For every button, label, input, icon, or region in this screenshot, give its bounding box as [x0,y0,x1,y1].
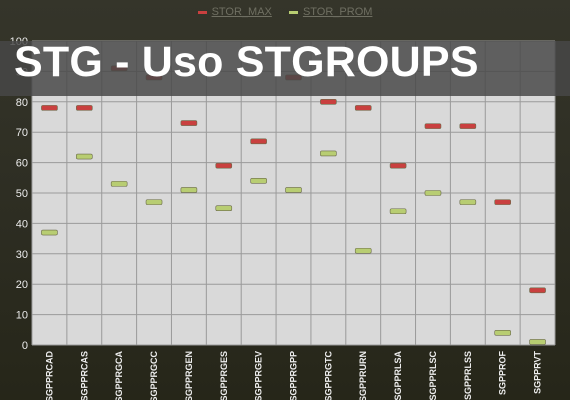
x-tick-label: SGPPRGCA [114,351,124,400]
stor-max-marker [529,287,546,294]
y-tick-label: 20 [16,279,28,291]
stor-prom-marker [494,330,512,336]
y-tick-label: 0 [22,340,28,352]
stor-prom-marker [110,181,128,187]
stor-max-marker [354,105,372,111]
y-tick-label: 70 [16,127,28,139]
legend: STOR_MAX STOR_PROM [0,6,570,18]
stor-prom-marker [76,153,93,160]
banner-title: STG - Uso STGROUPS [14,38,479,86]
stor-max-marker [215,162,233,169]
stor-prom-marker [180,187,198,193]
y-tick-label: 30 [16,249,28,261]
x-tick-label: SGPPRLSC [428,351,438,400]
y-tick-label: 40 [16,218,28,230]
legend-label-prom: STOR_PROM [302,6,373,18]
stor-prom-marker [529,339,546,345]
stor-max-marker [494,199,512,205]
x-tick-label: SGPPRVT [533,351,543,394]
x-tick-label: SGPPRGCC [149,351,159,400]
stor-prom-marker [320,150,337,157]
stor-prom-marker [354,247,372,254]
x-tick-label: SGPPROF [498,351,508,396]
y-tick-label: 60 [16,158,28,170]
stor-prom-marker [250,178,267,184]
stor-max-marker [424,123,442,129]
stor-max-marker [250,138,267,145]
x-tick-label: SGPPRLSA [393,351,403,400]
title-banner [0,41,570,96]
stor-max-marker [320,99,337,105]
stor-prom-marker [145,199,163,205]
stor-prom-marker [389,208,407,215]
x-tick-label: SGPPRCAD [44,351,54,400]
x-tick-label: SGPPRURN [358,351,368,400]
stor-prom-marker [215,205,233,211]
stor-max-marker [41,105,58,111]
legend-item-prom: STOR_PROM [288,6,373,18]
x-tick-label: SGPPRGPP [289,351,299,400]
x-tick-label: SGPPRCAS [79,351,89,400]
stor-max-marker [180,120,198,126]
x-tick-label: SGPPRGTC [323,351,333,400]
y-tick-label: 50 [16,188,28,200]
y-tick-label: 80 [16,97,28,109]
stor-prom-marker [41,229,58,236]
x-tick-label: SGPPRGEN [184,351,194,400]
legend-label-max: STOR_MAX [211,6,272,18]
legend-swatch-prom [288,10,298,14]
stor-prom-marker [459,199,477,205]
stor-max-marker [389,162,407,169]
stor-prom-marker [285,187,302,193]
legend-item-max: STOR_MAX [197,6,272,18]
stor-max-marker [76,105,93,111]
stor-max-marker [459,123,477,129]
y-tick-label: 10 [16,310,28,322]
x-tick-label: SGPPRGES [219,351,229,400]
x-tick-label: SGPPRGEV [254,351,264,400]
legend-swatch-max [197,10,207,14]
x-tick-label: SGPPRLSS [463,351,473,400]
stor-prom-marker [424,190,442,196]
